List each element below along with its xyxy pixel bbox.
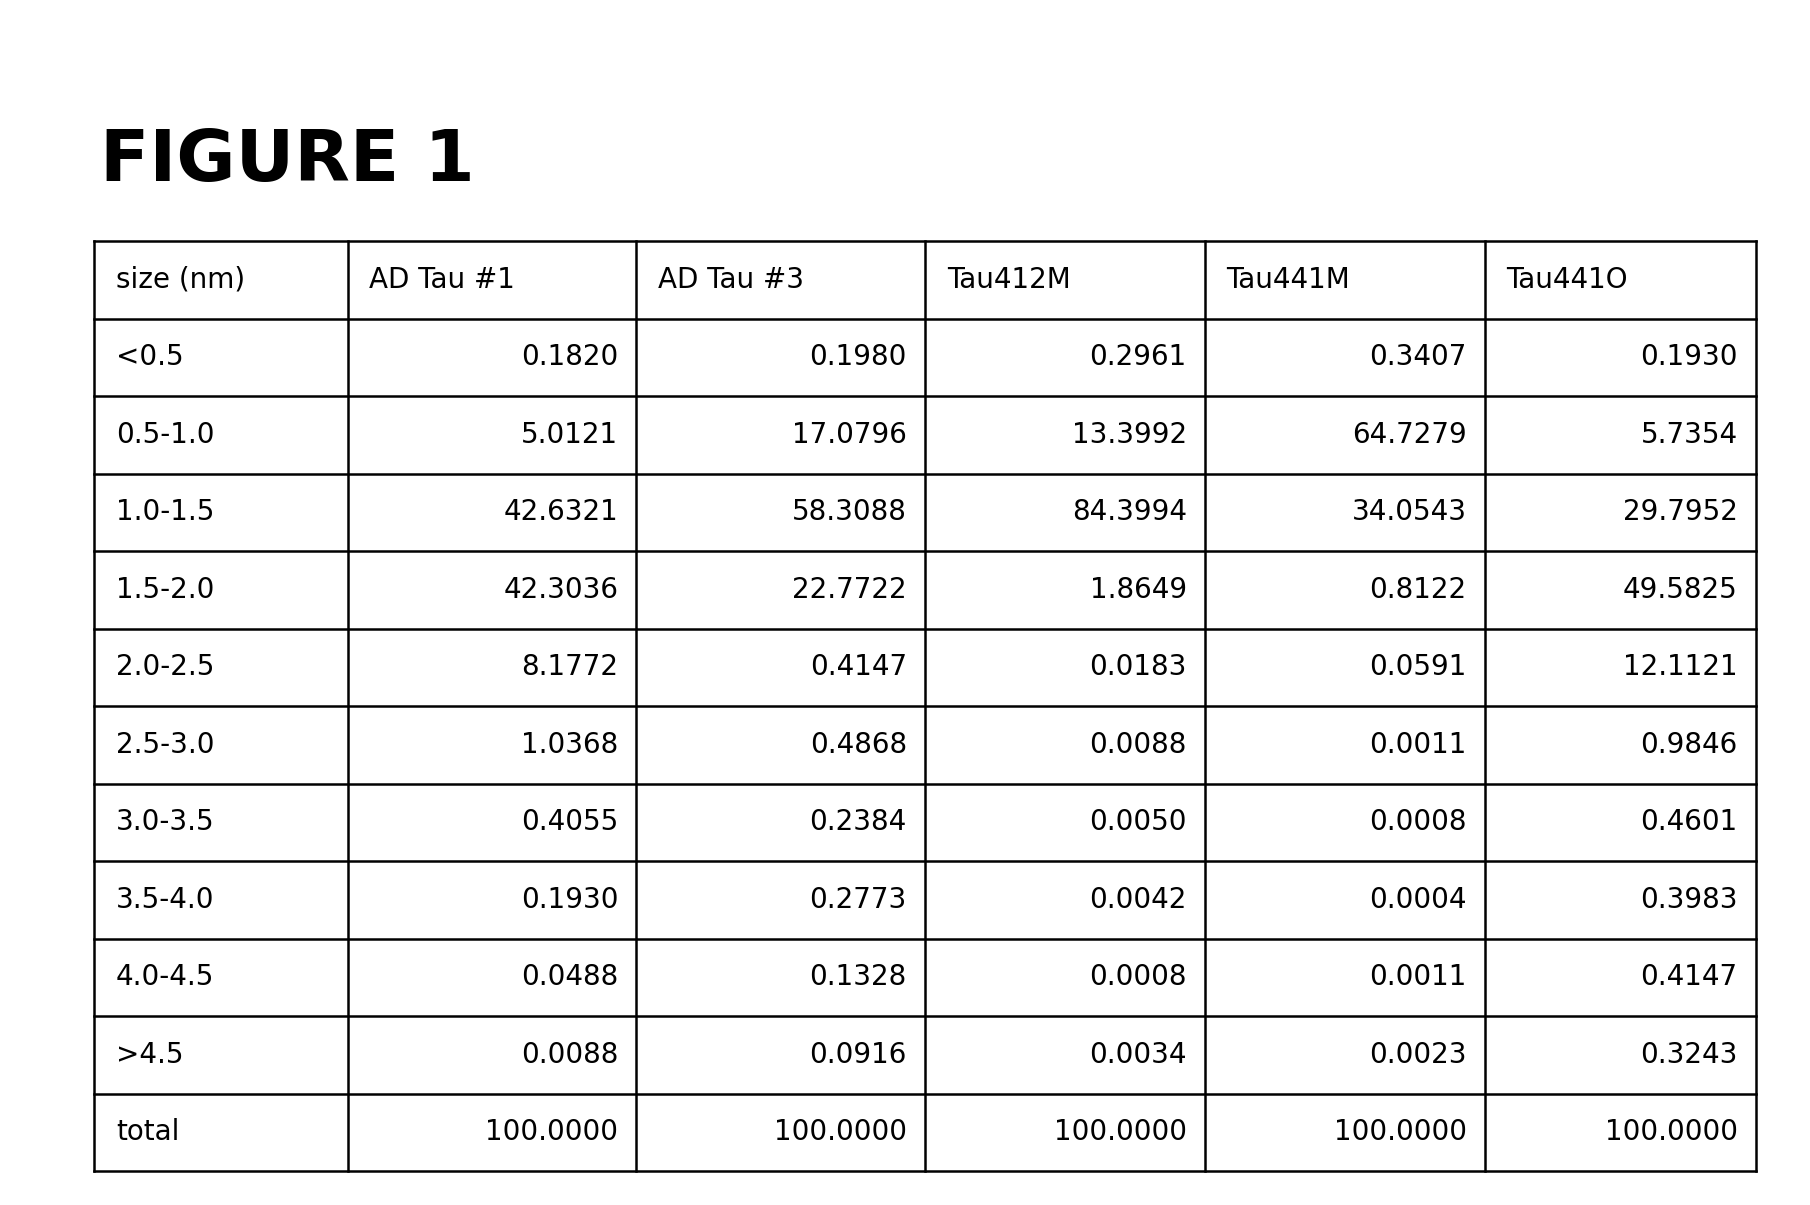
Text: 0.3407: 0.3407 [1368,343,1466,371]
Text: 1.0368: 1.0368 [521,731,619,759]
Text: 0.2384: 0.2384 [809,809,907,836]
Text: 0.4055: 0.4055 [521,809,619,836]
Text: 0.4147: 0.4147 [1640,964,1738,992]
Text: 58.3088: 58.3088 [793,499,907,527]
Text: 0.3983: 0.3983 [1640,886,1738,913]
Text: 100.0000: 100.0000 [1053,1118,1187,1146]
Text: Tau441M: Tau441M [1227,266,1350,294]
Text: 0.0008: 0.0008 [1368,809,1466,836]
Text: 2.0-2.5: 2.0-2.5 [116,653,214,681]
Text: >4.5: >4.5 [116,1041,183,1069]
Text: 49.5825: 49.5825 [1624,576,1738,604]
Text: 0.0023: 0.0023 [1368,1041,1466,1069]
Text: 22.7722: 22.7722 [793,576,907,604]
Text: 34.0543: 34.0543 [1352,499,1466,527]
Text: 0.1328: 0.1328 [809,964,907,992]
Text: Tau441O: Tau441O [1506,266,1627,294]
Text: 4.0-4.5: 4.0-4.5 [116,964,214,992]
Text: 1.5-2.0: 1.5-2.0 [116,576,214,604]
Text: 100.0000: 100.0000 [1605,1118,1738,1146]
Text: 0.4868: 0.4868 [809,731,907,759]
Text: Tau412M: Tau412M [947,266,1070,294]
Text: 0.0034: 0.0034 [1090,1041,1187,1069]
Text: <0.5: <0.5 [116,343,183,371]
Text: size (nm): size (nm) [116,266,244,294]
Text: 29.7952: 29.7952 [1624,499,1738,527]
Text: 0.0916: 0.0916 [809,1041,907,1069]
Text: 1.0-1.5: 1.0-1.5 [116,499,214,527]
Text: 0.4147: 0.4147 [809,653,907,681]
Text: 0.0591: 0.0591 [1368,653,1466,681]
Text: 0.0004: 0.0004 [1368,886,1466,913]
Text: AD Tau #3: AD Tau #3 [659,266,804,294]
Text: 5.7354: 5.7354 [1640,421,1738,448]
Text: 100.0000: 100.0000 [1334,1118,1466,1146]
Text: 1.8649: 1.8649 [1090,576,1187,604]
Text: 12.1121: 12.1121 [1624,653,1738,681]
Text: 0.0050: 0.0050 [1090,809,1187,836]
Text: FIGURE 1: FIGURE 1 [100,127,474,195]
Text: 0.0008: 0.0008 [1090,964,1187,992]
Text: 5.0121: 5.0121 [521,421,619,448]
Text: 42.3036: 42.3036 [503,576,619,604]
Text: 0.0088: 0.0088 [1090,731,1187,759]
Text: 0.3243: 0.3243 [1640,1041,1738,1069]
Text: 3.0-3.5: 3.0-3.5 [116,809,214,836]
Text: 84.3994: 84.3994 [1072,499,1187,527]
Text: 0.2773: 0.2773 [809,886,907,913]
Text: 0.0011: 0.0011 [1368,964,1466,992]
Text: 0.8122: 0.8122 [1370,576,1466,604]
Text: 2.5-3.0: 2.5-3.0 [116,731,214,759]
Text: 0.0011: 0.0011 [1368,731,1466,759]
Text: 0.1930: 0.1930 [1640,343,1738,371]
Text: 3.5-4.0: 3.5-4.0 [116,886,214,913]
Text: 0.1820: 0.1820 [521,343,619,371]
Text: 0.0042: 0.0042 [1090,886,1187,913]
Text: 8.1772: 8.1772 [521,653,619,681]
Text: 0.5-1.0: 0.5-1.0 [116,421,214,448]
Text: 0.0488: 0.0488 [521,964,619,992]
Text: 0.9846: 0.9846 [1640,731,1738,759]
Text: 0.2961: 0.2961 [1090,343,1187,371]
Text: 100.0000: 100.0000 [485,1118,619,1146]
Text: 0.0183: 0.0183 [1090,653,1187,681]
Text: 0.0088: 0.0088 [521,1041,619,1069]
Text: 0.1930: 0.1930 [521,886,619,913]
Text: 13.3992: 13.3992 [1072,421,1187,448]
Text: 0.1980: 0.1980 [809,343,907,371]
Text: 42.6321: 42.6321 [503,499,619,527]
Text: 100.0000: 100.0000 [775,1118,907,1146]
Text: 64.7279: 64.7279 [1352,421,1466,448]
Text: AD Tau #1: AD Tau #1 [369,266,516,294]
Text: 17.0796: 17.0796 [793,421,907,448]
Text: 0.4601: 0.4601 [1640,809,1738,836]
Text: total: total [116,1118,179,1146]
